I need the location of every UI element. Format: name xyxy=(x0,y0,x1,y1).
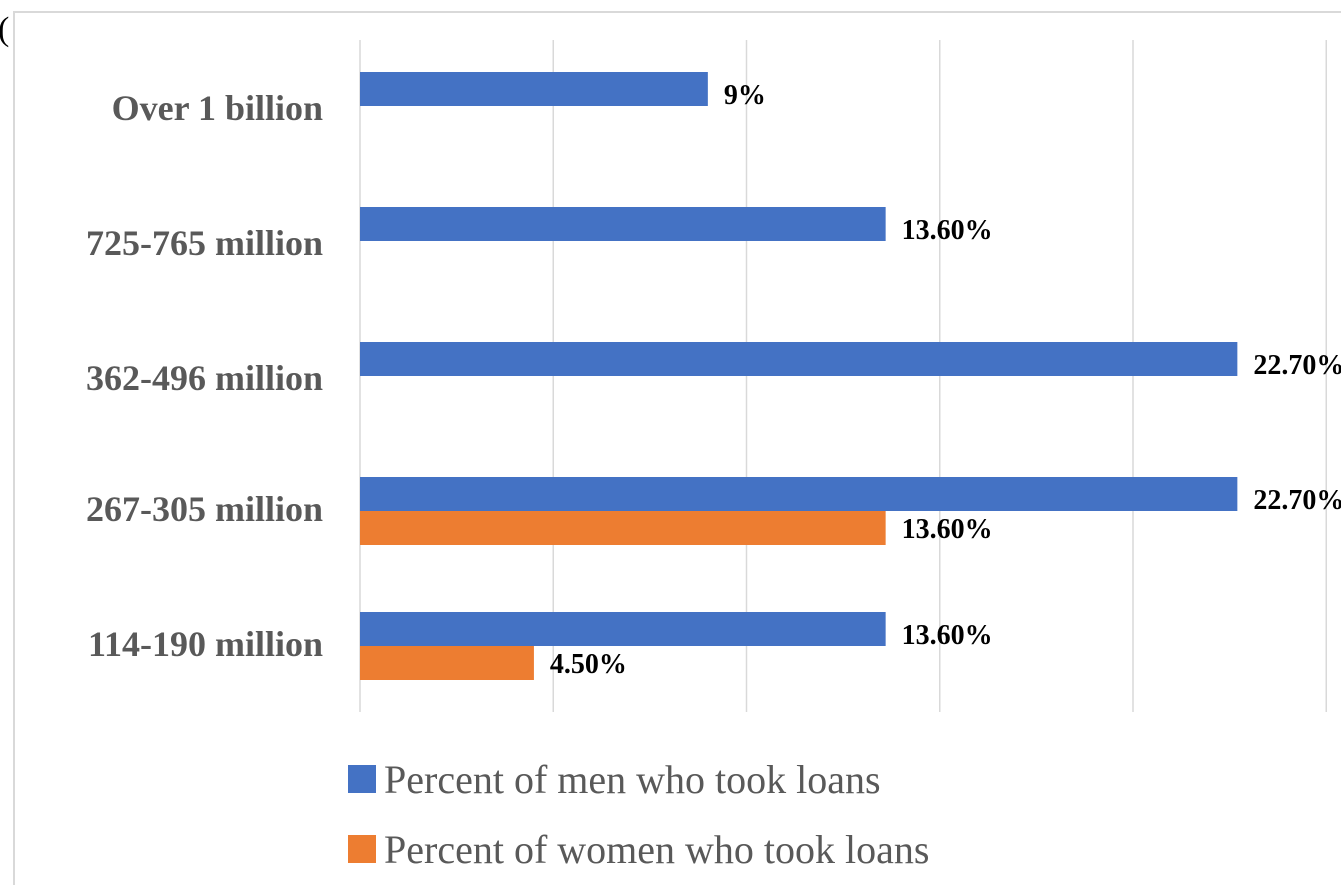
legend-label: Percent of men who took loans xyxy=(384,757,881,802)
bar-women xyxy=(360,646,534,680)
data-label: 13.60% xyxy=(902,514,993,545)
category-label: 362-496 million xyxy=(86,358,323,398)
data-label: 22.70% xyxy=(1253,485,1341,516)
category-labels: Over 1 billion 725-765 million 362-496 mil… xyxy=(86,88,323,664)
bars xyxy=(360,72,1238,680)
data-label: 13.60% xyxy=(902,215,993,246)
data-label: 4.50% xyxy=(550,649,627,680)
category-label: 725-765 million xyxy=(86,223,323,263)
bar-men xyxy=(360,477,1238,511)
category-label: 267-305 million xyxy=(86,489,323,529)
bar-women xyxy=(360,511,886,545)
category-label: 114-190 million xyxy=(88,624,323,664)
top-clipped-text: ( xyxy=(0,11,9,48)
data-labels: 9% 13.60% 22.70% 22.70% 13.60% 13.60% 4.50% xyxy=(550,80,1341,680)
chart-area-border xyxy=(13,11,1341,885)
legend: Percent of men who took loans Percent of … xyxy=(348,757,929,872)
bar-men xyxy=(360,612,886,646)
chart-frame xyxy=(13,11,1341,885)
data-label: 22.70% xyxy=(1253,350,1341,381)
data-label: 13.60% xyxy=(902,620,993,651)
bar-men xyxy=(360,207,886,241)
legend-swatch-men xyxy=(348,765,376,793)
category-label: Over 1 billion xyxy=(112,88,323,128)
legend-swatch-women xyxy=(348,835,376,863)
bar-men xyxy=(360,342,1238,376)
data-label: 9% xyxy=(724,80,766,111)
legend-label: Percent of women who took loans xyxy=(384,827,929,872)
bar-men xyxy=(360,72,708,106)
